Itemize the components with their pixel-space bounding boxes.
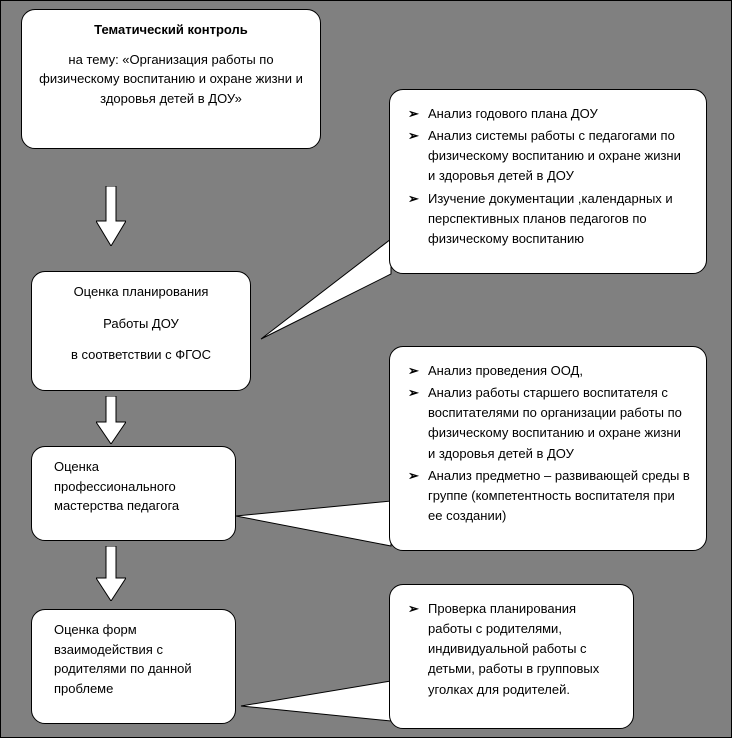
b3-line3: родителями по данной bbox=[54, 659, 221, 679]
b1-line2: Работы ДОУ bbox=[46, 314, 236, 334]
box-planning-evaluation: Оценка планирования Работы ДОУ в соответ… bbox=[31, 271, 251, 391]
c3-item-0: Проверка планирования работы с родителям… bbox=[406, 599, 617, 700]
b1-line3: в соответствии с ФГОС bbox=[46, 345, 236, 365]
c2-item-1: Анализ работы старшего воспитателя с вос… bbox=[406, 383, 690, 464]
arrow-down-1 bbox=[96, 186, 126, 246]
b3-line1: Оценка форм bbox=[54, 620, 221, 640]
b2-line1: Оценка bbox=[54, 457, 221, 477]
b3-line2: взаимодействия с bbox=[54, 640, 221, 660]
b1-line1: Оценка планирования bbox=[46, 282, 236, 302]
box-professional-skill: Оценка профессионального мастерства педа… bbox=[31, 446, 236, 541]
callout-parent-check: Проверка планирования работы с родителям… bbox=[389, 584, 634, 729]
c1-item-0: Анализ годового плана ДОУ bbox=[406, 104, 690, 124]
callout-3-list: Проверка планирования работы с родителям… bbox=[406, 599, 617, 700]
b2-line3: мастерства педагога bbox=[54, 496, 221, 516]
topic-text: на тему: «Организация работы по физическ… bbox=[36, 50, 306, 109]
c2-item-0: Анализ проведения ООД, bbox=[406, 361, 690, 381]
b2-line2: профессионального bbox=[54, 477, 221, 497]
box-parent-interaction: Оценка форм взаимодействия с родителями … bbox=[31, 609, 236, 724]
arrow-down-3 bbox=[96, 546, 126, 601]
flowchart-canvas: Тематический контроль на тему: «Организа… bbox=[0, 0, 732, 738]
callout-2-list: Анализ проведения ООД, Анализ работы ста… bbox=[406, 361, 690, 526]
topic-title: Тематический контроль bbox=[36, 20, 306, 40]
c1-item-1: Анализ системы работы с педагогами по фи… bbox=[406, 126, 690, 186]
c1-item-2: Изучение документации ,календарных и пер… bbox=[406, 189, 690, 249]
callout-planning-analysis: Анализ годового плана ДОУ Анализ системы… bbox=[389, 89, 707, 274]
b3-line4: проблеме bbox=[54, 679, 221, 699]
c2-item-2: Анализ предметно – развивающей среды в г… bbox=[406, 466, 690, 526]
callout-professional-analysis: Анализ проведения ООД, Анализ работы ста… bbox=[389, 346, 707, 551]
box-topic: Тематический контроль на тему: «Организа… bbox=[21, 9, 321, 149]
arrow-down-2 bbox=[96, 396, 126, 444]
callout-1-list: Анализ годового плана ДОУ Анализ системы… bbox=[406, 104, 690, 249]
